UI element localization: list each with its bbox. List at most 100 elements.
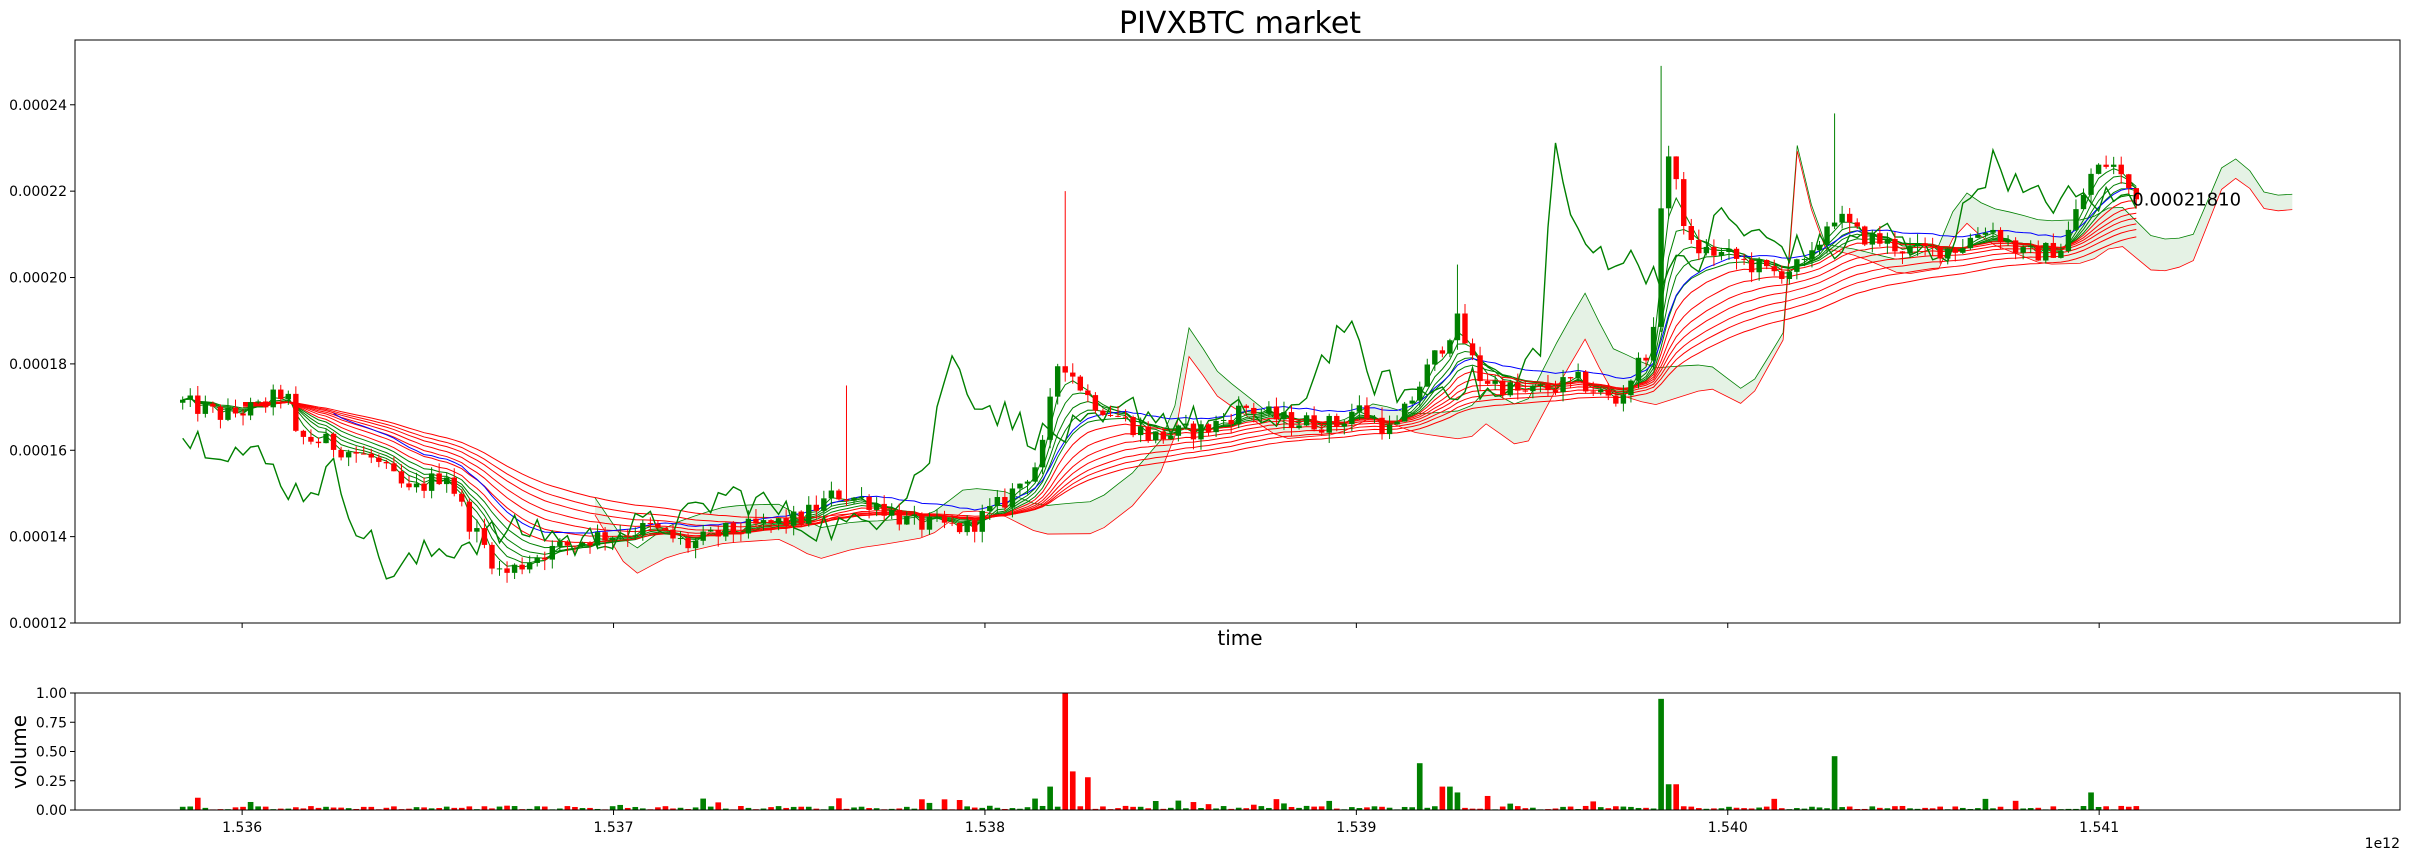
volume-bar	[368, 806, 375, 810]
candle-body	[368, 453, 374, 458]
candle-body	[904, 516, 910, 525]
candle-body	[398, 471, 405, 484]
candle-body	[1296, 425, 1302, 429]
candle-body	[1703, 246, 1710, 254]
volume-bar	[1349, 807, 1355, 810]
volume-bar	[805, 806, 812, 810]
candle-body	[1537, 384, 1544, 386]
volume-bar	[1718, 808, 1725, 810]
candle-body	[1982, 232, 1989, 235]
volume-bar	[458, 807, 465, 810]
volume-bar	[1002, 808, 1008, 810]
candle-body	[1975, 234, 1981, 238]
volume-y-tick-label: 0.50	[36, 745, 67, 761]
volume-bar	[1967, 808, 1974, 810]
candle-body	[511, 564, 518, 573]
candle-body	[964, 520, 970, 533]
volume-bar	[323, 806, 329, 810]
volume-bar	[956, 800, 963, 810]
x-offset-label: 1e12	[2365, 836, 2400, 852]
volume-bar	[481, 806, 488, 810]
candle-body	[1085, 390, 1091, 396]
volume-bar	[1137, 806, 1144, 810]
candle-body	[421, 483, 427, 491]
candle-body	[474, 528, 480, 532]
volume-bar	[1590, 801, 1597, 810]
volume-bar	[624, 807, 631, 810]
ema-ribbons	[182, 168, 2137, 568]
ema-red-20	[243, 207, 2137, 537]
volume-bar	[896, 808, 903, 810]
candle-body	[828, 490, 835, 499]
candle-body	[1477, 355, 1483, 382]
candle-body	[217, 406, 224, 420]
candle-body	[1439, 350, 1446, 354]
volume-bar	[1937, 806, 1944, 810]
volume-bar	[1703, 808, 1710, 810]
candle-body	[1371, 417, 1378, 419]
volume-bar	[187, 806, 194, 810]
volume-bar	[1959, 807, 1966, 810]
candle-body	[1635, 357, 1642, 381]
volume-bar	[413, 807, 420, 810]
candle-body	[383, 461, 390, 464]
candle-body	[1779, 271, 1785, 279]
x-tick-label: 1.538	[965, 820, 1005, 836]
candle-body	[1484, 381, 1491, 384]
volume-bar	[745, 807, 752, 810]
candle-body	[1183, 423, 1189, 426]
volume-bar	[700, 798, 706, 810]
volume-bar	[1484, 795, 1491, 810]
volume-bar	[1047, 786, 1053, 810]
candle-body	[1273, 406, 1280, 420]
candle-body	[2050, 242, 2057, 258]
candle-body	[1024, 481, 1031, 484]
volume-bar	[451, 807, 458, 810]
volume-bar	[1266, 807, 1272, 810]
candle-body	[1726, 248, 1732, 253]
candle-body	[1846, 213, 1853, 223]
candle-body	[428, 473, 435, 491]
volume-bar	[609, 806, 616, 810]
candle-body	[1303, 415, 1310, 426]
candle-body	[836, 490, 842, 500]
volume-bar	[1160, 808, 1167, 810]
volume-bar	[232, 807, 239, 810]
candle-body	[1960, 248, 1966, 253]
candle-body	[1326, 415, 1332, 433]
cloud-span-b	[594, 150, 2293, 574]
volume-bar	[1416, 763, 1423, 810]
candle-body	[889, 509, 895, 516]
y-tick-label: 0.00018	[9, 357, 67, 373]
volume-bar	[1816, 807, 1823, 810]
candle-body	[987, 505, 993, 512]
volume-bar	[1311, 806, 1317, 810]
volume-bar	[964, 806, 970, 810]
ema-red-30	[243, 217, 2137, 531]
ema-red-50	[243, 236, 2137, 519]
candle-body	[715, 529, 721, 537]
candle-body	[798, 511, 804, 524]
candle-body	[911, 514, 918, 517]
volume-bar	[541, 806, 548, 810]
volume-bar	[353, 808, 360, 810]
volume-bar	[293, 807, 299, 810]
volume-bar	[557, 808, 563, 810]
candle-body	[873, 503, 880, 510]
volume-bar	[1952, 806, 1959, 810]
candle-body	[579, 542, 586, 546]
volume-bar	[1115, 808, 1121, 810]
candle-body	[821, 498, 827, 511]
volume-bar	[1695, 808, 1702, 810]
candle-body	[934, 516, 940, 518]
y-tick-label: 0.00012	[9, 616, 67, 632]
volume-bar	[2125, 806, 2132, 810]
volume-bar	[1235, 807, 1242, 810]
volume-bar	[1356, 808, 1363, 810]
candle-body	[1017, 483, 1023, 489]
candle-body	[202, 403, 209, 414]
candle-body	[1100, 410, 1106, 415]
candle-body	[391, 463, 397, 472]
volume-bar	[1333, 808, 1340, 810]
candle-body	[775, 518, 782, 524]
